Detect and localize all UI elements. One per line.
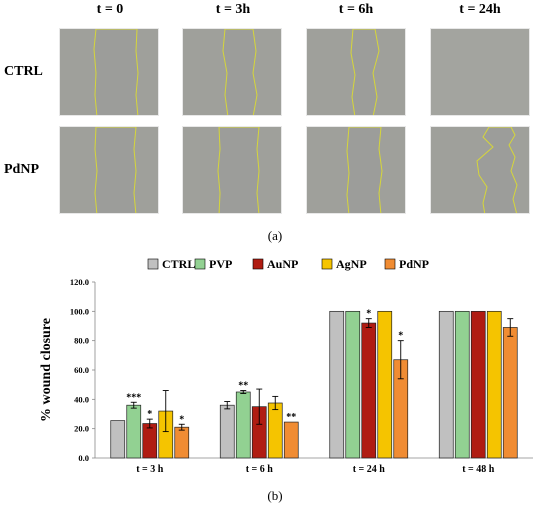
legend-swatch-ctrl	[147, 258, 159, 270]
micrograph-pdnp-t0-image	[60, 127, 158, 213]
time-label-24h: t = 24h	[459, 2, 501, 17]
bar-agnp-1	[267, 402, 283, 459]
legend-swatch-pvp	[194, 258, 206, 270]
micrograph-pdnp-t24h-image	[431, 127, 529, 213]
y-axis-label: % wound closure	[39, 318, 54, 422]
legend-label-aunp: AuNP	[267, 257, 298, 271]
significance-mark: *	[147, 409, 152, 420]
micrograph-ctrl-t3h-image	[183, 29, 281, 115]
bar-pvp-1	[235, 391, 251, 459]
y-tick-label: 0.0	[78, 453, 89, 463]
y-tick-label: 100.0	[70, 306, 89, 316]
micrograph-pdnp-t6h	[306, 126, 406, 214]
micrograph-pdnp-t3h	[182, 126, 282, 214]
legend-label-pvp: PVP	[209, 257, 232, 271]
caption-a: (a)	[267, 228, 283, 243]
micrograph-ctrl-t24h	[430, 28, 530, 116]
time-label-0: t = 0	[96, 2, 124, 17]
significance-mark: **	[238, 381, 248, 392]
significance-mark: *	[179, 414, 184, 425]
y-tick-label: 60.0	[74, 365, 89, 375]
micrograph-pdnp-t3h-image	[183, 127, 281, 213]
bar-ctrl-0	[110, 420, 126, 459]
legend-label-ctrl: CTRL	[162, 257, 195, 271]
x-tick-label: t = 24 h	[353, 464, 386, 475]
bar-aunp-2	[361, 322, 377, 459]
y-tick-label: 40.0	[74, 394, 89, 404]
micrograph-ctrl-t6h	[306, 28, 406, 116]
bar-pdnp-1	[283, 421, 299, 459]
bar-ctrl-3	[438, 310, 454, 459]
legend-label-pdnp: PdNP	[399, 257, 429, 271]
x-tick-label: t = 3 h	[136, 464, 164, 475]
micrograph-ctrl-t24h-image	[431, 29, 529, 115]
bar-pvp-0	[126, 404, 142, 459]
row-label-ctrl: CTRL	[4, 64, 43, 79]
x-tick-label: t = 48 h	[462, 464, 495, 475]
bar-aunp-0	[142, 423, 158, 459]
significance-mark: **	[286, 412, 296, 423]
legend-swatch-pdnp	[384, 258, 396, 270]
bar-agnp-3	[486, 310, 502, 459]
micrograph-pdnp-t6h-image	[307, 127, 405, 213]
significance-mark: *	[398, 331, 403, 342]
micrograph-ctrl-t0	[59, 28, 159, 116]
x-tick-label: t = 6 h	[246, 464, 274, 475]
y-tick-label: 120.0	[70, 277, 89, 287]
bar-ctrl-2	[329, 310, 345, 459]
bar-pdnp-3	[502, 327, 518, 459]
bar-ctrl-1	[219, 404, 235, 459]
time-label-6h: t = 6h	[338, 2, 374, 17]
bar-pvp-3	[454, 310, 470, 459]
micrograph-ctrl-t6h-image	[307, 29, 405, 115]
bar-aunp-3	[470, 310, 486, 459]
caption-b: (b)	[267, 488, 283, 503]
bar-agnp-2	[377, 310, 393, 459]
time-label-3h: t = 3h	[215, 2, 251, 17]
micrograph-ctrl-t3h	[182, 28, 282, 116]
bar-pdnp-0	[174, 426, 190, 459]
legend-swatch-aunp	[252, 258, 264, 270]
significance-mark: *	[366, 309, 371, 320]
micrograph-pdnp-t24h	[430, 126, 530, 214]
micrograph-ctrl-t0-image	[60, 29, 158, 115]
bar-pvp-2	[345, 310, 361, 459]
legend-swatch-agnp	[321, 258, 333, 270]
legend-label-agnp: AgNP	[336, 257, 367, 271]
row-label-pdnp: PdNP	[4, 162, 39, 177]
wound-closure-chart: CTRL PVP AuNP AgNP PdNP 0.0 20.0 40.0 60.0 80.0 10…	[39, 257, 533, 475]
micrograph-pdnp-t0	[59, 126, 159, 214]
y-tick-label: 20.0	[74, 424, 89, 434]
significance-mark: ***	[126, 392, 141, 403]
y-tick-label: 80.0	[74, 336, 89, 346]
